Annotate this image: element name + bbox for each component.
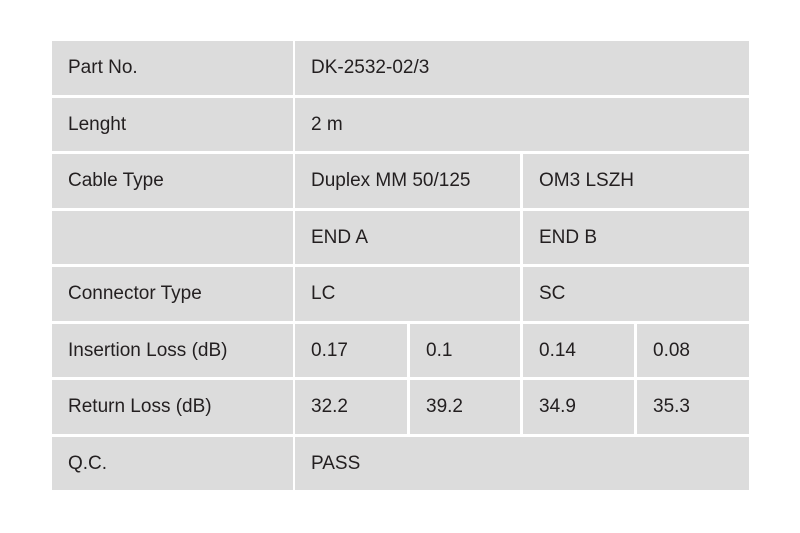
value-cell: DK-2532-02/3 xyxy=(295,41,749,95)
value-cell: OM3 LSZH xyxy=(523,154,749,208)
value-cell: 0.08 xyxy=(637,323,749,377)
value-cell: 2 m xyxy=(295,97,749,151)
value-cell: 34.9 xyxy=(523,380,634,434)
value-cell: Duplex MM 50/125 xyxy=(295,154,520,208)
value-cell: 39.2 xyxy=(410,380,520,434)
row-label: Connector Type xyxy=(52,267,293,321)
row-label: Lenght xyxy=(52,97,293,151)
value-cell: 35.3 xyxy=(637,380,749,434)
value-cell: END B xyxy=(523,210,749,264)
row-label: Cable Type xyxy=(52,154,293,208)
row-label: Insertion Loss (dB) xyxy=(52,323,293,377)
value-cell: SC xyxy=(523,267,749,321)
value-cell: PASS xyxy=(295,436,749,490)
value-cell: 0.14 xyxy=(523,323,634,377)
row-label: Q.C. xyxy=(52,436,293,490)
value-cell: 0.1 xyxy=(410,323,520,377)
row-label xyxy=(52,210,293,264)
row-label: Return Loss (dB) xyxy=(52,380,293,434)
value-cell: LC xyxy=(295,267,520,321)
value-cell: 32.2 xyxy=(295,380,407,434)
value-cell: END A xyxy=(295,210,520,264)
value-cell: 0.17 xyxy=(295,323,407,377)
row-label: Part No. xyxy=(52,41,293,95)
